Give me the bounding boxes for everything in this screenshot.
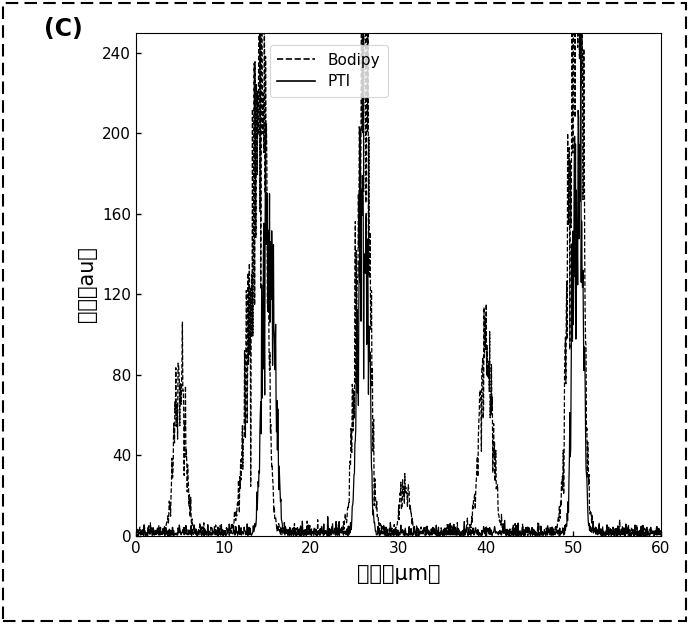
PTI: [419, 529, 427, 537]
Bodipy: [309, 530, 317, 537]
PTI: [132, 527, 140, 534]
Bodipy: [419, 529, 427, 536]
Bodipy: [657, 532, 665, 539]
PTI: [408, 529, 416, 536]
Line: PTI: PTI: [136, 26, 661, 536]
Legend: Bodipy, PTI: Bodipy, PTI: [269, 45, 388, 97]
Bodipy: [408, 520, 416, 527]
PTI: [360, 375, 368, 383]
Bodipy: [201, 531, 209, 539]
Bodipy: [517, 532, 525, 540]
Bodipy: [360, 188, 368, 196]
PTI: [201, 530, 209, 538]
X-axis label: 距离（μm）: 距离（μm）: [357, 564, 440, 584]
Bodipy: [220, 526, 229, 534]
PTI: [657, 531, 665, 539]
PTI: [220, 529, 229, 536]
PTI: [577, 22, 585, 29]
Line: Bodipy: Bodipy: [136, 0, 661, 536]
PTI: [634, 532, 642, 540]
Y-axis label: 强度（au）: 强度（au）: [76, 246, 96, 322]
Text: (C): (C): [44, 17, 83, 41]
Bodipy: [132, 532, 140, 539]
PTI: [309, 529, 317, 537]
